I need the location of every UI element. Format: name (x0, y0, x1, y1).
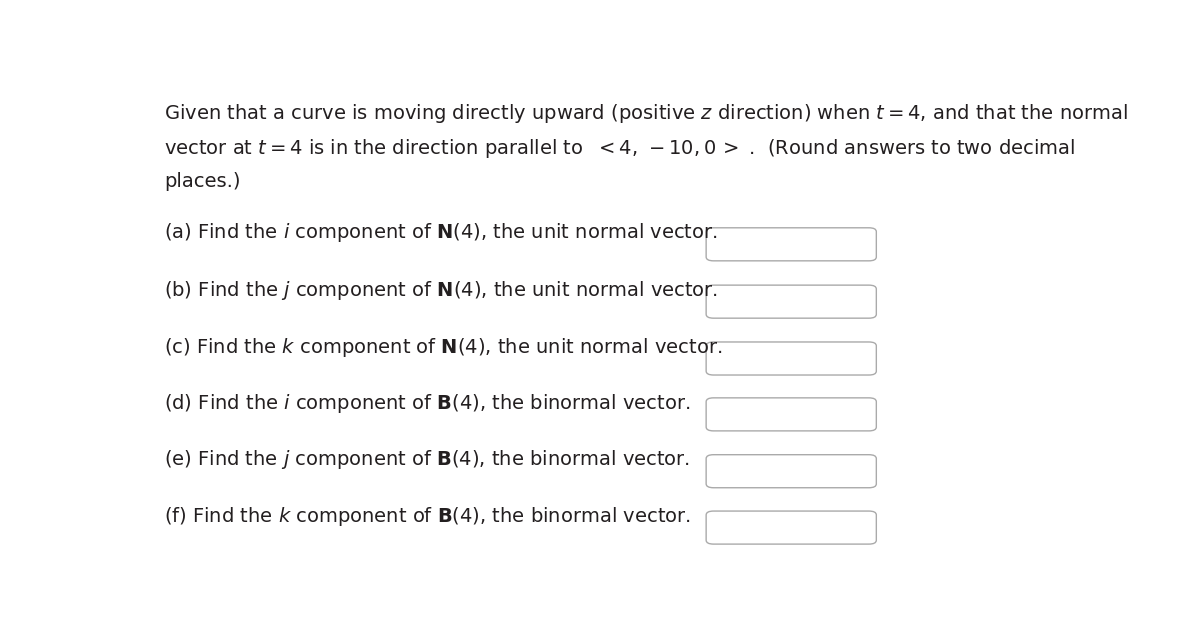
Text: (f) Find the $k$ component of $\mathbf{B}(4)$, the binormal vector.: (f) Find the $k$ component of $\mathbf{B… (164, 505, 691, 528)
Text: vector at $t = 4$ is in the direction parallel to  $< 4,\, - 10, 0\,>$ .  (Round: vector at $t = 4$ is in the direction pa… (164, 138, 1075, 160)
FancyBboxPatch shape (706, 228, 876, 261)
Text: (a) Find the $i$ component of $\mathbf{N}(4)$, the unit normal vector.: (a) Find the $i$ component of $\mathbf{N… (164, 221, 718, 244)
FancyBboxPatch shape (706, 285, 876, 318)
Text: (b) Find the $j$ component of $\mathbf{N}(4)$, the unit normal vector.: (b) Find the $j$ component of $\mathbf{N… (164, 279, 718, 302)
Text: (e) Find the $j$ component of $\mathbf{B}(4)$, the binormal vector.: (e) Find the $j$ component of $\mathbf{B… (164, 449, 690, 471)
Text: Given that a curve is moving directly upward (positive $z$ direction) when $t = : Given that a curve is moving directly up… (164, 102, 1128, 126)
FancyBboxPatch shape (706, 455, 876, 488)
Text: places.): places.) (164, 172, 240, 191)
Text: (c) Find the $k$ component of $\mathbf{N}(4)$, the unit normal vector.: (c) Find the $k$ component of $\mathbf{N… (164, 336, 722, 358)
FancyBboxPatch shape (706, 398, 876, 431)
Text: (d) Find the $i$ component of $\mathbf{B}(4)$, the binormal vector.: (d) Find the $i$ component of $\mathbf{B… (164, 391, 690, 415)
FancyBboxPatch shape (706, 511, 876, 544)
FancyBboxPatch shape (706, 342, 876, 375)
